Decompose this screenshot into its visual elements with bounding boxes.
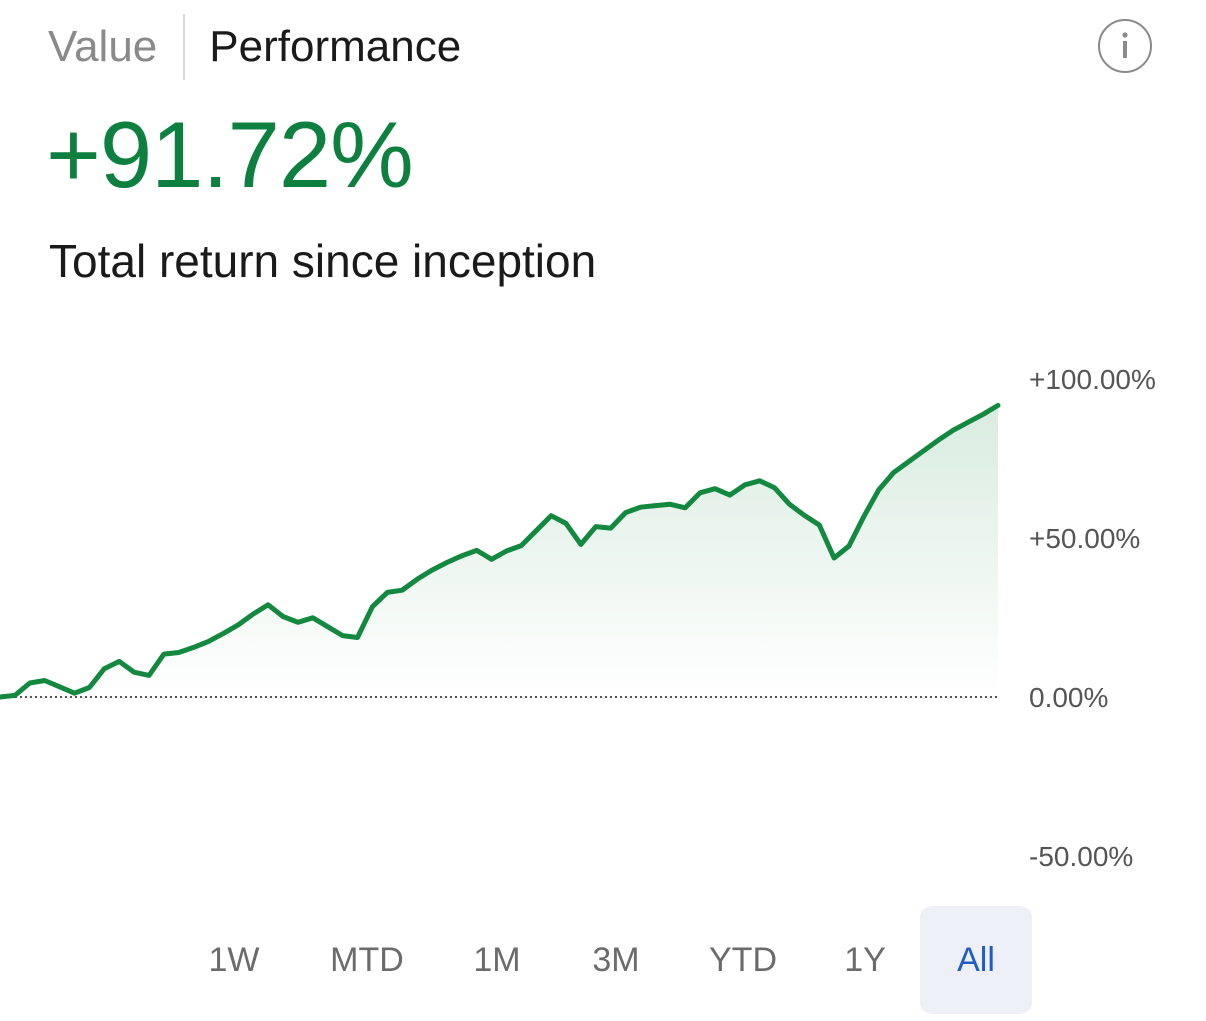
range-button-3m[interactable]: 3M <box>592 941 640 979</box>
range-button-all[interactable]: All <box>920 906 1032 1014</box>
range-button-1w[interactable]: 1W <box>208 941 260 979</box>
performance-area <box>0 405 998 697</box>
range-button-mtd[interactable]: MTD <box>330 941 404 979</box>
time-range-selector: 1W MTD 1M 3M YTD 1Y All <box>0 906 1206 1014</box>
y-tick-label: -50.00% <box>1029 841 1133 872</box>
info-icon <box>1122 32 1128 58</box>
range-button-ytd[interactable]: YTD <box>709 941 777 979</box>
info-button[interactable] <box>1098 19 1152 73</box>
y-tick-label: +100.00% <box>1029 364 1156 395</box>
total-return-caption: Total return since inception <box>49 235 597 287</box>
range-button-1m[interactable]: 1M <box>473 941 521 979</box>
tab-performance[interactable]: Performance <box>209 22 462 71</box>
range-button-1y[interactable]: 1Y <box>844 941 886 979</box>
total-return-value: +91.72% <box>46 102 414 207</box>
performance-chart: +100.00% +50.00% 0.00% -50.00% <box>0 364 1156 872</box>
tab-divider <box>183 14 186 80</box>
tab-value[interactable]: Value <box>48 22 158 71</box>
y-tick-label: 0.00% <box>1029 682 1108 713</box>
y-tick-label: +50.00% <box>1029 523 1140 554</box>
view-tabs: Value Performance <box>48 14 461 80</box>
performance-line <box>0 402 1001 700</box>
